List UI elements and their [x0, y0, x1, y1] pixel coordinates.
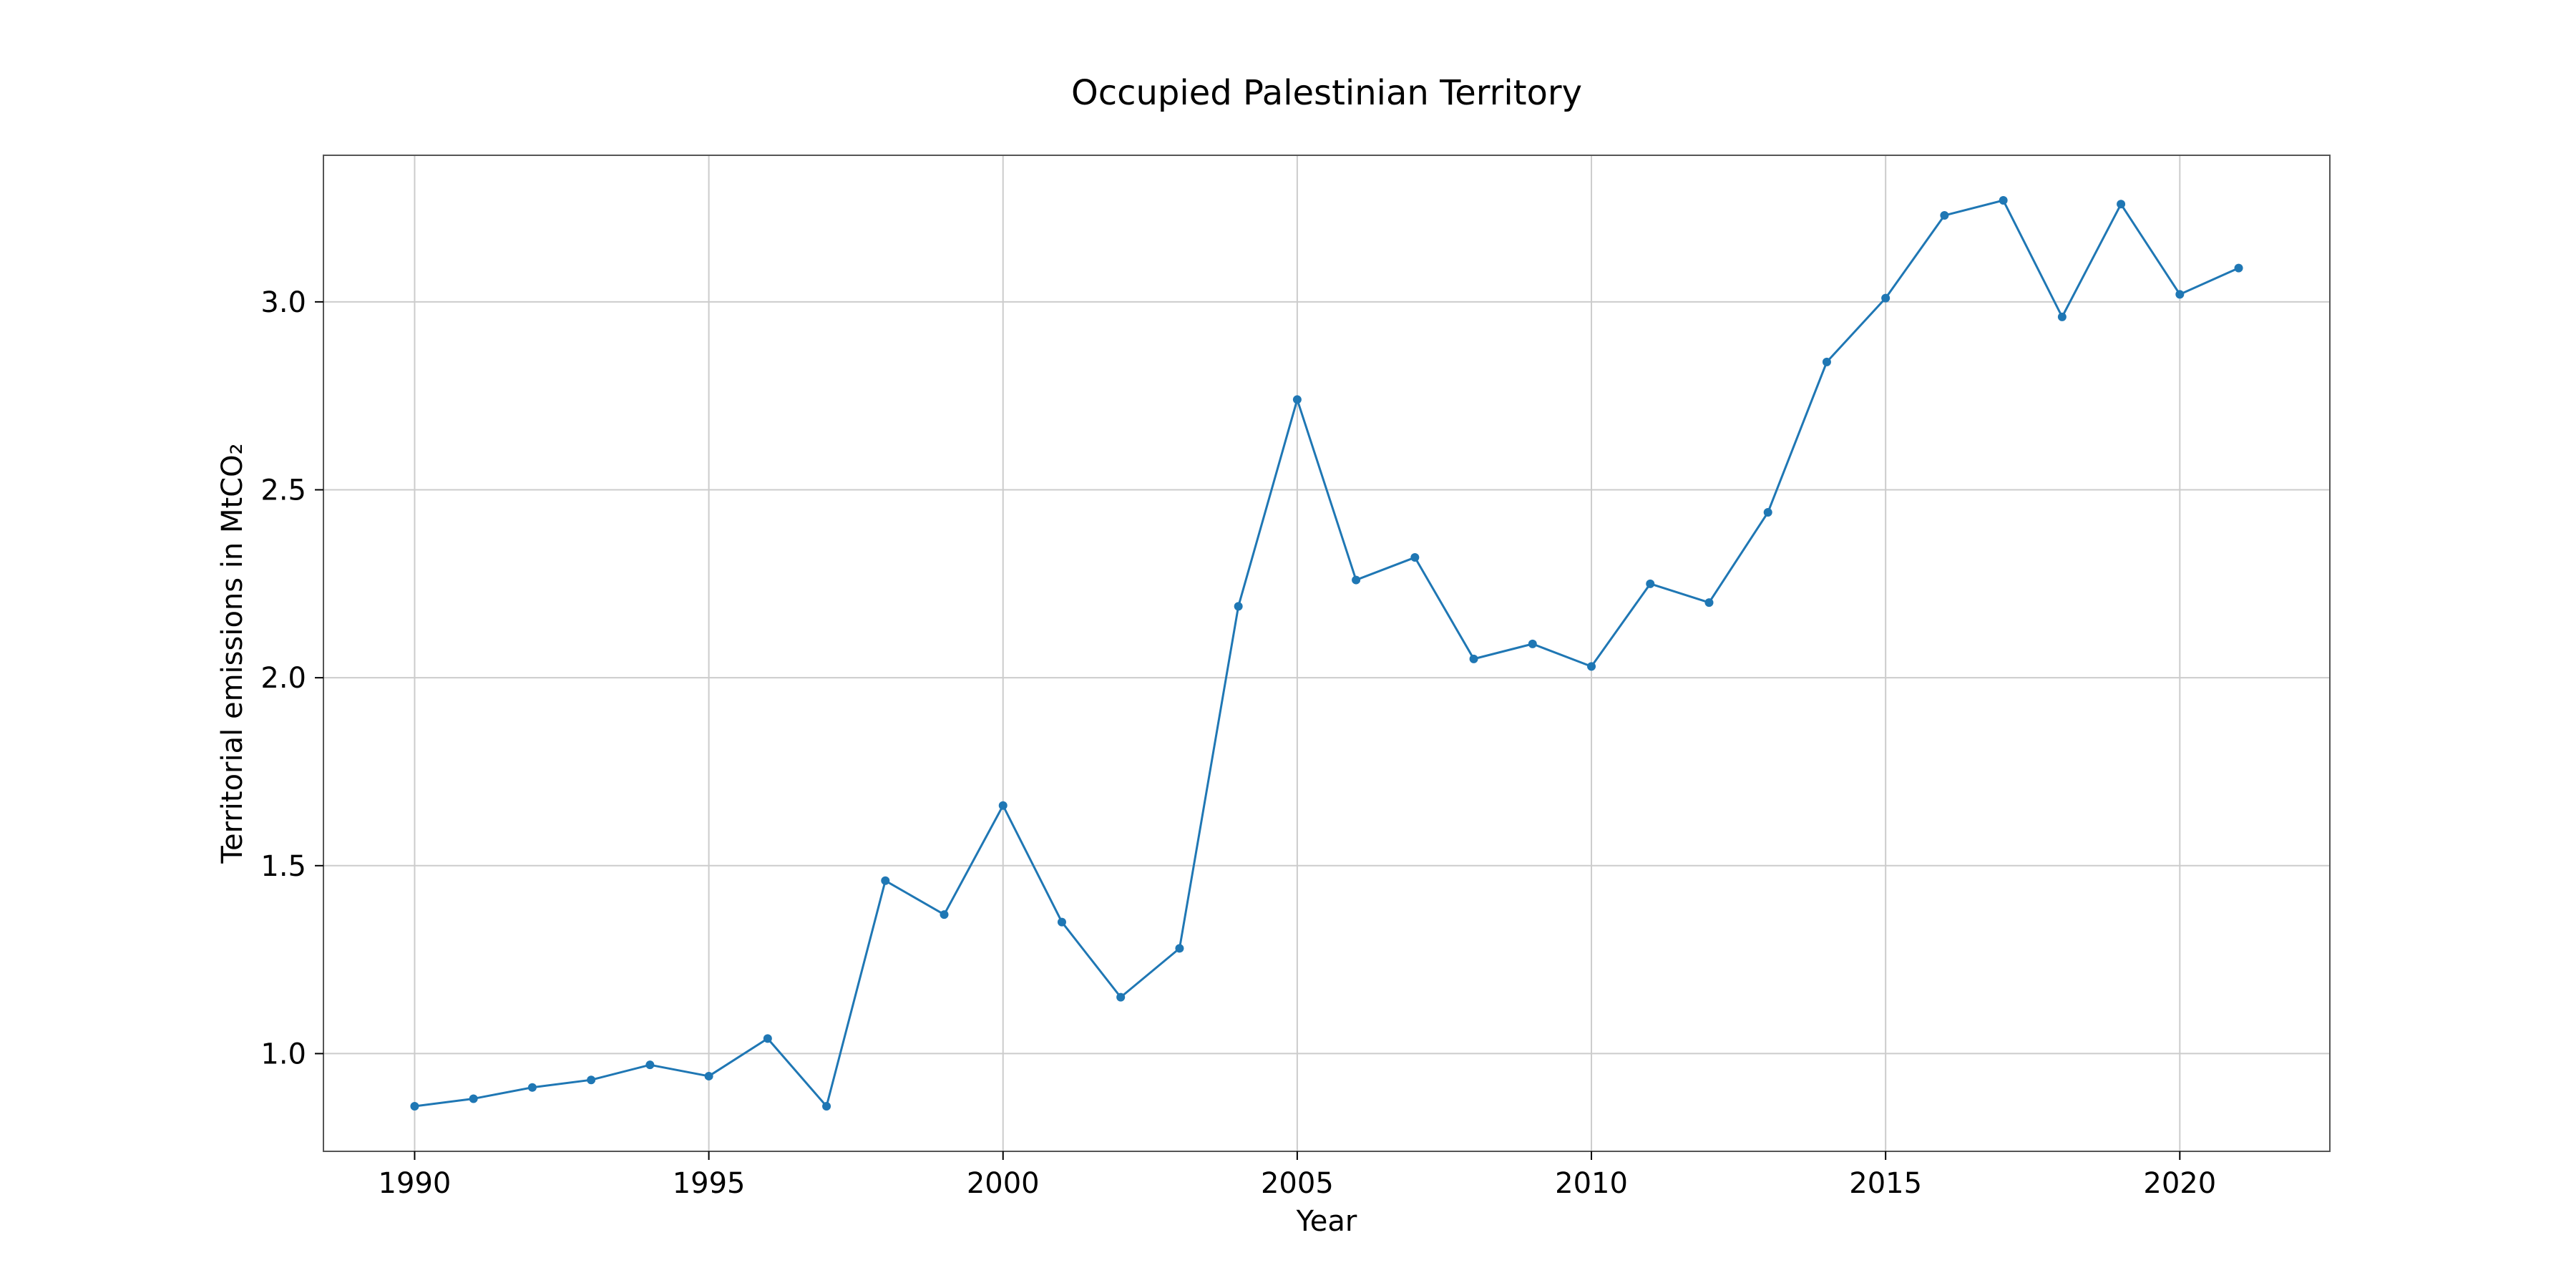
data-point — [587, 1075, 596, 1085]
data-point — [1175, 944, 1184, 953]
data-point — [1881, 293, 1890, 303]
x-tick-label: 2005 — [1261, 1167, 1334, 1200]
data-point — [1704, 598, 1714, 608]
x-tick-label: 1990 — [379, 1167, 452, 1200]
series-line — [414, 199, 2240, 1108]
y-tick-label: 2.5 — [260, 474, 306, 507]
x-axis-label: Year — [1296, 1205, 1357, 1238]
data-point — [1528, 639, 1537, 648]
x-tick-label: 1995 — [673, 1167, 746, 1200]
grid-layer — [323, 155, 2330, 1151]
data-point — [527, 1083, 537, 1092]
data-point — [1587, 662, 1596, 671]
data-point — [881, 876, 890, 885]
ticks-layer: 1990 1995 2000 2005 2010 2015 2020 1.0 1.5 2.0 2.5… — [260, 286, 2216, 1200]
y-tick-label: 2.0 — [260, 662, 306, 695]
series-layer — [410, 196, 2243, 1111]
y-axis-label: Territorial emissions in MtCO₂ — [216, 443, 249, 864]
data-point — [469, 1094, 478, 1103]
x-tick-label: 2000 — [967, 1167, 1040, 1200]
y-tick-label: 1.5 — [260, 850, 306, 883]
data-point — [940, 910, 949, 919]
data-point — [1234, 602, 1243, 611]
data-point — [1469, 654, 1478, 663]
data-point — [645, 1060, 655, 1070]
data-point — [704, 1071, 713, 1080]
data-point — [1116, 992, 1126, 1002]
data-point — [1292, 395, 1302, 404]
chart-title: Occupied Palestinian Territory — [1071, 73, 1582, 113]
data-point — [1999, 196, 2008, 205]
data-point — [1410, 553, 1420, 562]
data-point — [1763, 508, 1772, 517]
x-tick-label: 2015 — [1849, 1167, 1922, 1200]
x-tick-label: 2020 — [2143, 1167, 2216, 1200]
data-point — [2234, 263, 2243, 273]
y-tick-label: 3.0 — [260, 286, 306, 319]
data-point — [410, 1101, 419, 1111]
data-point — [763, 1034, 772, 1043]
plot-area-frame — [323, 155, 2331, 1152]
x-tick-label: 2010 — [1555, 1167, 1628, 1200]
data-point — [1057, 917, 1066, 927]
data-point — [2057, 312, 2067, 321]
data-point — [1822, 357, 1831, 366]
y-tick-label: 1.0 — [260, 1038, 306, 1070]
data-point — [998, 801, 1008, 810]
data-point — [2117, 200, 2126, 209]
data-point — [1646, 579, 1655, 588]
data-point — [1940, 211, 1949, 220]
data-point — [1352, 575, 1361, 585]
data-point — [822, 1101, 831, 1111]
data-point — [2175, 290, 2185, 299]
